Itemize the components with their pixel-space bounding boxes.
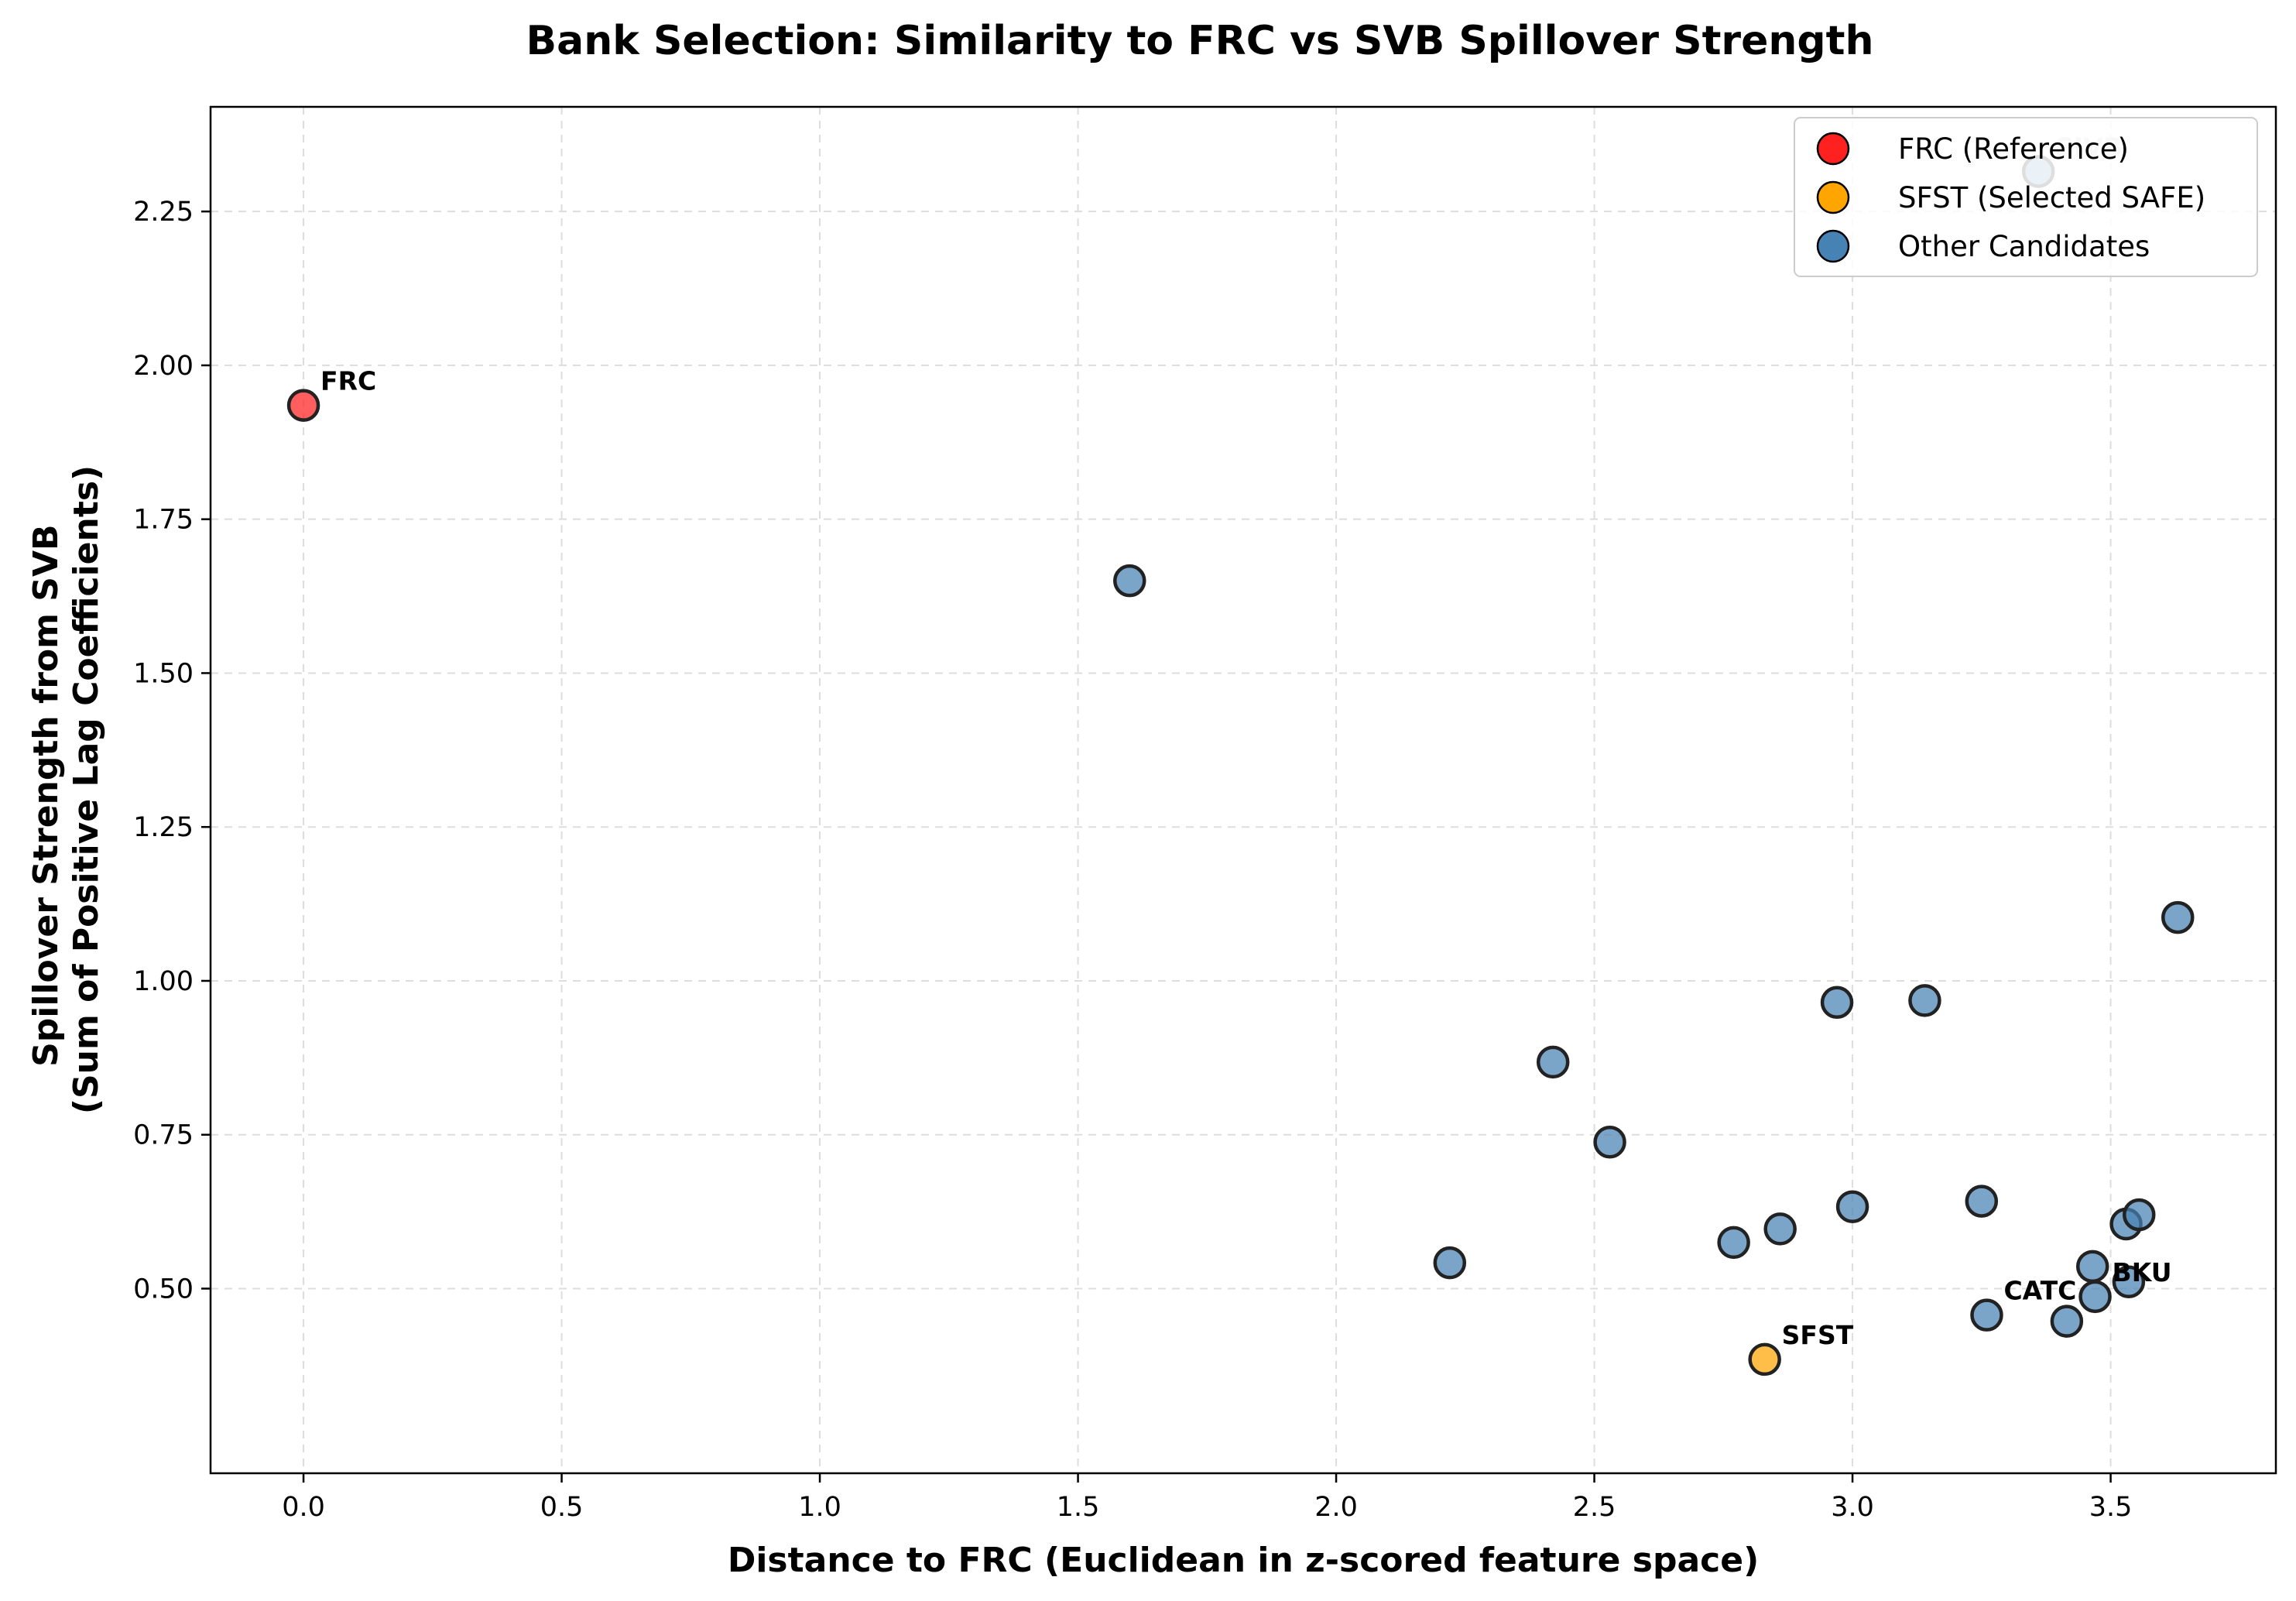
y-tick-label: 1.25 xyxy=(133,812,194,843)
data-point-other xyxy=(2050,1304,2084,1338)
chart-title: Bank Selection: Similarity to FRC vs SVB… xyxy=(526,18,1874,64)
data-point-reference xyxy=(286,389,320,422)
x-tick-label: 3.5 xyxy=(2089,1492,2133,1523)
data-point-other xyxy=(1433,1246,1467,1280)
y-tick-label: 1.50 xyxy=(133,658,194,689)
legend-label-other: Other Candidates xyxy=(1898,230,2150,263)
y-tick-label: 0.50 xyxy=(133,1274,194,1304)
x-tick-label: 3.0 xyxy=(1831,1492,1874,1523)
y-tick-label: 0.75 xyxy=(133,1120,194,1151)
data-point-other xyxy=(1536,1045,1570,1079)
data-point-other xyxy=(1113,564,1146,598)
plot-frame xyxy=(209,105,2277,1475)
data-point-other xyxy=(1820,986,1854,1020)
x-tick-label: 1.5 xyxy=(1057,1492,1100,1523)
data-points xyxy=(286,155,2195,1376)
y-axis-label-line-2: (Sum of Positive Lag Coefficients) xyxy=(67,465,106,1114)
point-label: SFST xyxy=(1782,1320,1854,1350)
data-point-other xyxy=(2112,1265,2146,1298)
legend-marker-selected xyxy=(1816,180,1850,214)
x-axis-label: Distance to FRC (Euclidean in z-scored f… xyxy=(728,1541,1759,1580)
legend-marker-other xyxy=(1816,229,1850,263)
y-tick-label: 1.75 xyxy=(133,505,194,536)
legend-marker-reference xyxy=(1816,132,1850,166)
data-point-other xyxy=(1717,1226,1750,1260)
x-tick-label: 2.5 xyxy=(1573,1492,1616,1523)
data-point-other xyxy=(2161,900,2195,934)
legend: FRC (Reference) SFST (Selected SAFE) Oth… xyxy=(1794,117,2258,277)
legend-label-selected: SFST (Selected SAFE) xyxy=(1898,181,2205,214)
y-tick-label: 2.00 xyxy=(133,351,194,382)
y-tick-label: 2.25 xyxy=(133,197,194,228)
axis-ticks: 0.0 0.5 1.0 1.5 2.0 2.5 3.0 3.5 0.50 0.75 1.00 1.25… xyxy=(133,197,2132,1523)
data-point-other xyxy=(1593,1126,1626,1159)
data-point-other xyxy=(1965,1184,1999,1218)
data-point-other xyxy=(1970,1298,2003,1332)
x-tick-label: 0.0 xyxy=(282,1492,325,1523)
data-point-selected xyxy=(1748,1342,1781,1376)
y-axis-label-line-1: Spillover Strength from SVB xyxy=(26,524,66,1066)
point-label: CATC xyxy=(2003,1276,2076,1306)
x-tick-label: 2.0 xyxy=(1314,1492,1358,1523)
point-label: BKU xyxy=(2113,1257,2172,1287)
data-point-other xyxy=(1835,1190,1869,1223)
data-point-other xyxy=(2078,1280,2112,1314)
data-point-other xyxy=(1763,1212,1797,1246)
legend-label-reference: FRC (Reference) xyxy=(1898,132,2129,166)
data-point-other xyxy=(1908,984,1941,1017)
x-tick-label: 1.0 xyxy=(798,1492,841,1523)
y-tick-label: 1.00 xyxy=(133,966,194,997)
y-axis-label: Spillover Strength from SVB (Sum of Posi… xyxy=(26,465,106,1114)
x-tick-label: 0.5 xyxy=(540,1492,584,1523)
data-point-other xyxy=(2122,1198,2156,1232)
point-label: FRC xyxy=(320,366,376,396)
data-point-other xyxy=(2075,1250,2109,1284)
legend-box xyxy=(1794,117,2258,277)
